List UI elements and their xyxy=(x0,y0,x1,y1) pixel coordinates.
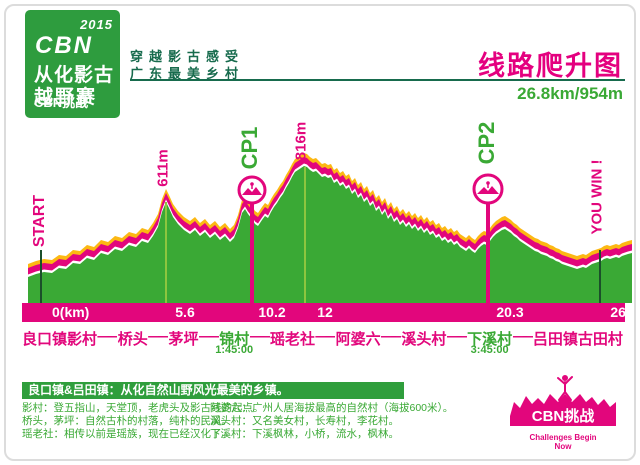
route-name: 茅坪 xyxy=(168,331,199,348)
route-separator: —— xyxy=(148,328,169,345)
event-logo: 2015 CBN 从化影古 越野赛 CBN挑战 xyxy=(25,10,120,118)
route-names-row: 良口镇影村 —— 桥头 —— 茅坪 —— 锦村 1:45:00 —— 瑶老社 —— 阿婆六 —— 溪头村 —… xyxy=(22,328,623,356)
route-separator: —— xyxy=(512,328,533,345)
route-name: 阿婆六 xyxy=(335,331,381,348)
chart-label-cp2: CP2 xyxy=(474,121,499,165)
checkpoint-badge-icon xyxy=(472,173,504,205)
cbn-mountain-icon: CBN挑战 xyxy=(510,375,616,426)
axis-tick: 10.2 xyxy=(258,304,286,320)
route-name: 瑶老社 xyxy=(269,331,315,348)
route-name: 桥头 xyxy=(117,331,148,348)
header-divider xyxy=(130,79,625,81)
event-tagline: 穿越影古感受 广东最美乡村 xyxy=(130,48,244,82)
footer-column-left: 影村：登五指山，天堂顶，老虎头及影古线的起点。 桥头，茅坪：自然古朴的村落，纯朴的… xyxy=(22,402,264,441)
route-name: 溪头村 xyxy=(401,331,447,348)
axis-tick: 12 xyxy=(317,304,333,320)
route-separator: —— xyxy=(315,328,336,345)
route-separator: —— xyxy=(97,328,118,345)
cbn-tagline-line2: Now xyxy=(554,442,572,451)
logo-line2: 从化影古 xyxy=(34,65,115,86)
route-name: 锦村 1:45:00 xyxy=(215,331,254,356)
checkpoint-time: 1:45:00 xyxy=(215,344,254,356)
axis-tick: 26.8 xyxy=(610,304,638,320)
footer-column-right: 阿婆六：广州人居海拔最高的自然村（海拔600米）。 溪头村：又名美女村，长寿村，李… xyxy=(210,402,453,441)
x-axis-bar: 0(km) 5.6 10.2 12 20.3 26.8 xyxy=(22,303,638,322)
axis-tick: 0(km) xyxy=(52,304,90,320)
footer-text-line: 溪头村：又名美女村，长寿村，李花村。 xyxy=(210,415,399,427)
footer-text-line: 桥头，茅坪：自然古朴的村落，纯朴的民风。 xyxy=(22,415,232,427)
tagline-line1: 穿越影古感受 xyxy=(130,49,245,64)
route-separator: —— xyxy=(381,328,402,345)
tagline-line2: 广东最美乡村 xyxy=(130,66,245,81)
route-separator: —— xyxy=(446,328,467,345)
page-title: 线路爬升图 xyxy=(478,51,623,81)
chart-label-start: START xyxy=(31,194,48,248)
checkpoint-time: 3:45:00 xyxy=(470,344,509,356)
cbn-tagline-line1: Challenges Begin xyxy=(529,433,597,442)
logo-brand: CBN挑战 xyxy=(34,95,89,110)
chart-label-611m: 611m xyxy=(154,149,172,187)
route-name: 下溪村 3:45:00 xyxy=(467,331,513,356)
logo-year: 2015 xyxy=(80,17,113,32)
logo-line3: 越野赛 xyxy=(34,87,98,108)
route-name: 良口镇影村 xyxy=(22,331,98,348)
axis-tick: 5.6 xyxy=(175,304,195,320)
footer-text-line: 影村：登五指山，天堂顶，老虎头及影古线的起点。 xyxy=(22,402,264,414)
route-separator: —— xyxy=(198,328,219,345)
chart-label-816m: 816m xyxy=(292,121,310,161)
footer-headline: 良口镇&吕田镇：从化自然山野风光最美的乡镇。 xyxy=(22,382,404,399)
route-separator: —— xyxy=(249,328,270,345)
chart-label-you-win-: YOU WIN ! xyxy=(588,159,606,235)
footer-text-line: 阿婆六：广州人居海拔最高的自然村（海拔600米）。 xyxy=(210,402,454,414)
profile-band xyxy=(28,166,632,303)
logo-line1: CBN xyxy=(35,32,93,59)
axis-tick: 20.3 xyxy=(496,304,524,320)
checkpoint-badge-icon xyxy=(237,175,267,205)
route-name: 吕田镇古田村 xyxy=(532,331,623,348)
footer-text-line: 瑶老社：相传以前是瑶族，现在已经汉化了。 xyxy=(22,428,232,440)
chart-label-cp1: CP1 xyxy=(237,126,262,170)
distance-climb-subtitle: 26.8km/954m xyxy=(517,84,623,103)
footer-text-line: 下溪村：下溪枫林，小桥，流水，枫林。 xyxy=(210,428,399,440)
cbn-brand-logo: CBN挑战 Challenges Begin Now xyxy=(508,374,618,451)
svg-text:CBN挑战: CBN挑战 xyxy=(532,407,595,425)
